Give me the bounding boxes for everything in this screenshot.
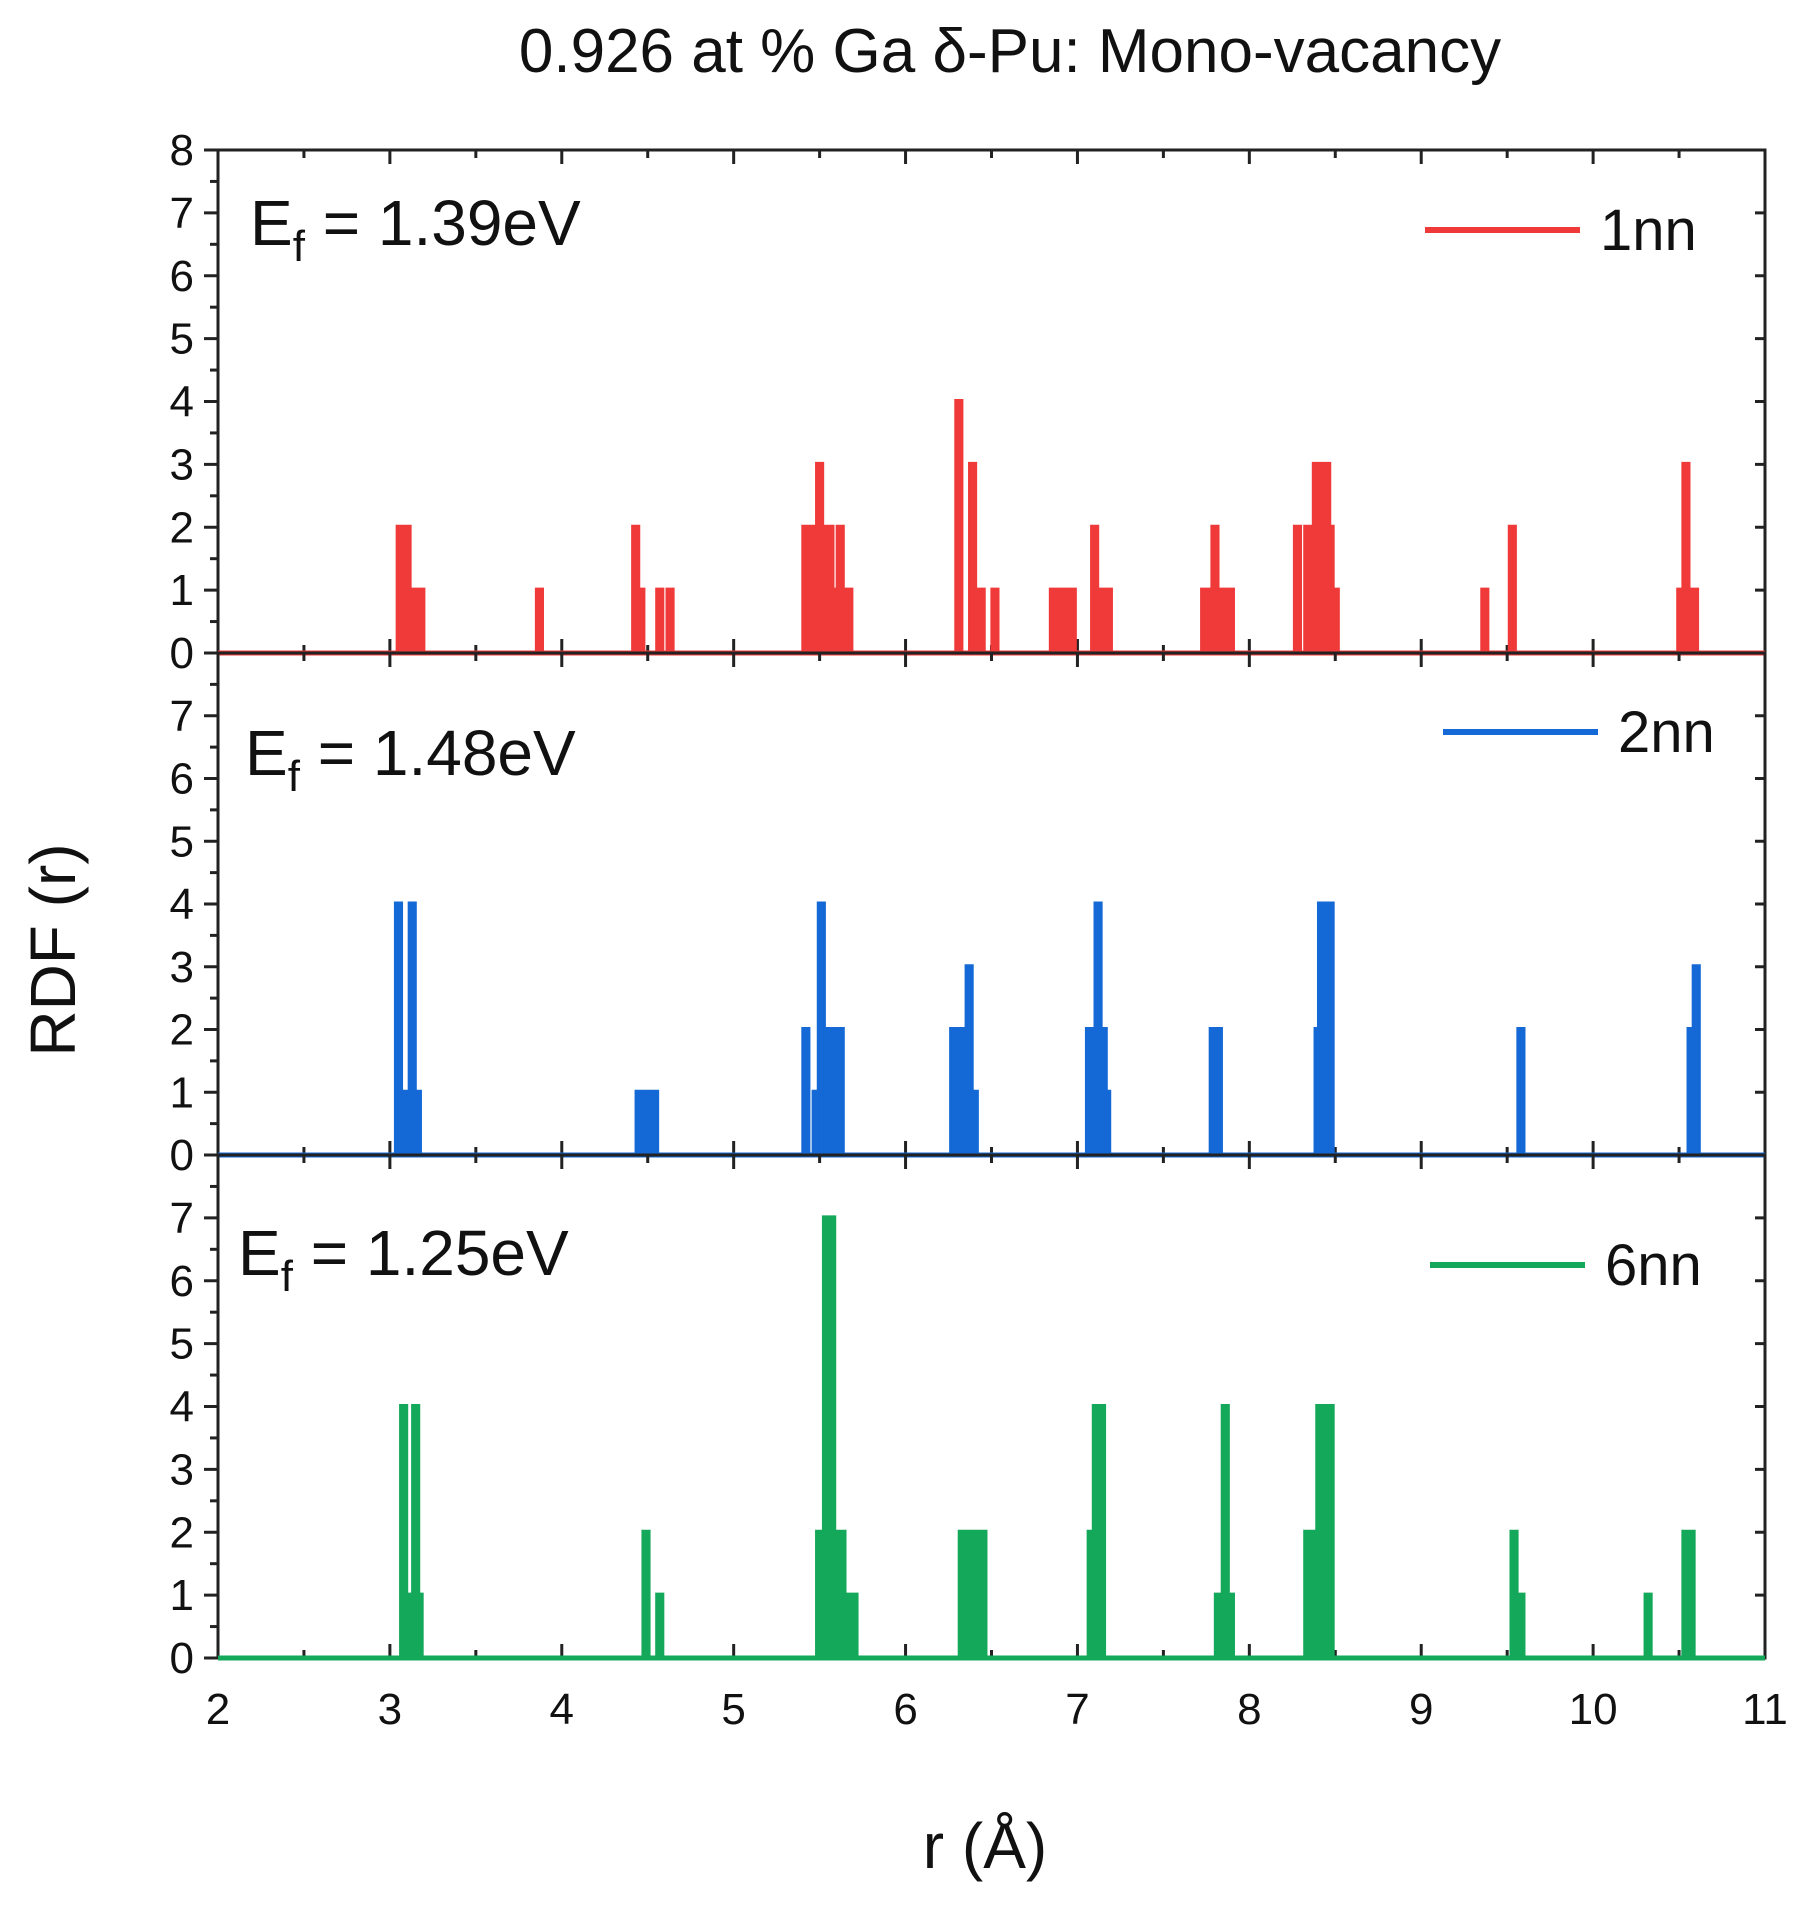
panels-group: 0 1 2 3 4 5 6 7 8 1nn Ef = 1.39eV 0 1 2 3 4 5 6 7 2nn Ef = 1…: [170, 126, 1788, 1734]
panel-1nn: 0 1 2 3 4 5 6 7 8 1nn Ef = 1.39eV: [170, 126, 1767, 678]
y-tick-label: 7: [170, 189, 194, 238]
x-tick-label: 10: [1569, 1685, 1618, 1734]
y-tick-label: 2: [170, 1508, 194, 1557]
panel-2nn: 0 1 2 3 4 5 6 7 2nn Ef = 1.48eV: [170, 651, 1767, 1180]
y-tick-label: 8: [170, 126, 194, 175]
x-tick-label: 2: [206, 1685, 230, 1734]
y-tick-label: 4: [170, 1383, 194, 1432]
x-tick-label: 3: [378, 1685, 402, 1734]
legend-label-6nn: 6nn: [1605, 1233, 1702, 1298]
x-tick-label: 4: [550, 1685, 574, 1734]
y-tick-label: 0: [170, 1634, 194, 1683]
y-tick-label: 7: [170, 1194, 194, 1243]
y-tick-label: 4: [170, 378, 194, 427]
formation-energy-label: Ef = 1.39eV: [250, 187, 581, 271]
legend-label-2nn: 2nn: [1618, 700, 1715, 765]
y-tick-label: 2: [170, 503, 194, 552]
y-tick-label: 6: [170, 755, 194, 804]
series-line-2nn: [218, 901, 1765, 1158]
x-tick-label: 11: [1742, 1685, 1788, 1734]
y-tick-label: 3: [170, 440, 194, 489]
formation-energy-label: Ef = 1.25eV: [238, 1217, 569, 1301]
chart-title: 0.926 at % Ga δ-Pu: Mono-vacancy: [519, 17, 1501, 86]
y-tick-label: 1: [170, 1068, 194, 1117]
y-tick-label: 6: [170, 1257, 194, 1306]
y-tick-label: 1: [170, 566, 194, 615]
panel-6nn: 0 1 2 3 4 5 6 7 6nn Ef = 1.25eV: [170, 1153, 1767, 1683]
y-tick-label: 5: [170, 817, 194, 866]
x-tick-label: 8: [1237, 1685, 1261, 1734]
x-tick-label: 9: [1409, 1685, 1433, 1734]
formation-energy-label: Ef = 1.48eV: [245, 717, 576, 801]
y-tick-label: 7: [170, 692, 194, 741]
x-axis-title: r (Å): [923, 1810, 1047, 1882]
y-tick-label: 3: [170, 1445, 194, 1494]
series-line-1nn: [218, 399, 1765, 656]
x-tick-label: 6: [893, 1685, 917, 1734]
y-tick-label: 5: [170, 315, 194, 364]
legend-label-1nn: 1nn: [1600, 198, 1697, 263]
x-tick-label: 7: [1065, 1685, 1089, 1734]
y-axis-title: RDF (r): [17, 843, 89, 1056]
y-tick-label: 1: [170, 1571, 194, 1620]
y-tick-label: 5: [170, 1320, 194, 1369]
y-tick-label: 6: [170, 252, 194, 301]
y-tick-label: 4: [170, 880, 194, 929]
y-tick-label: 0: [170, 629, 194, 678]
y-tick-label: 3: [170, 943, 194, 992]
y-tick-label: 2: [170, 1006, 194, 1055]
y-tick-label: 0: [170, 1131, 194, 1180]
x-tick-label: 5: [721, 1685, 745, 1734]
